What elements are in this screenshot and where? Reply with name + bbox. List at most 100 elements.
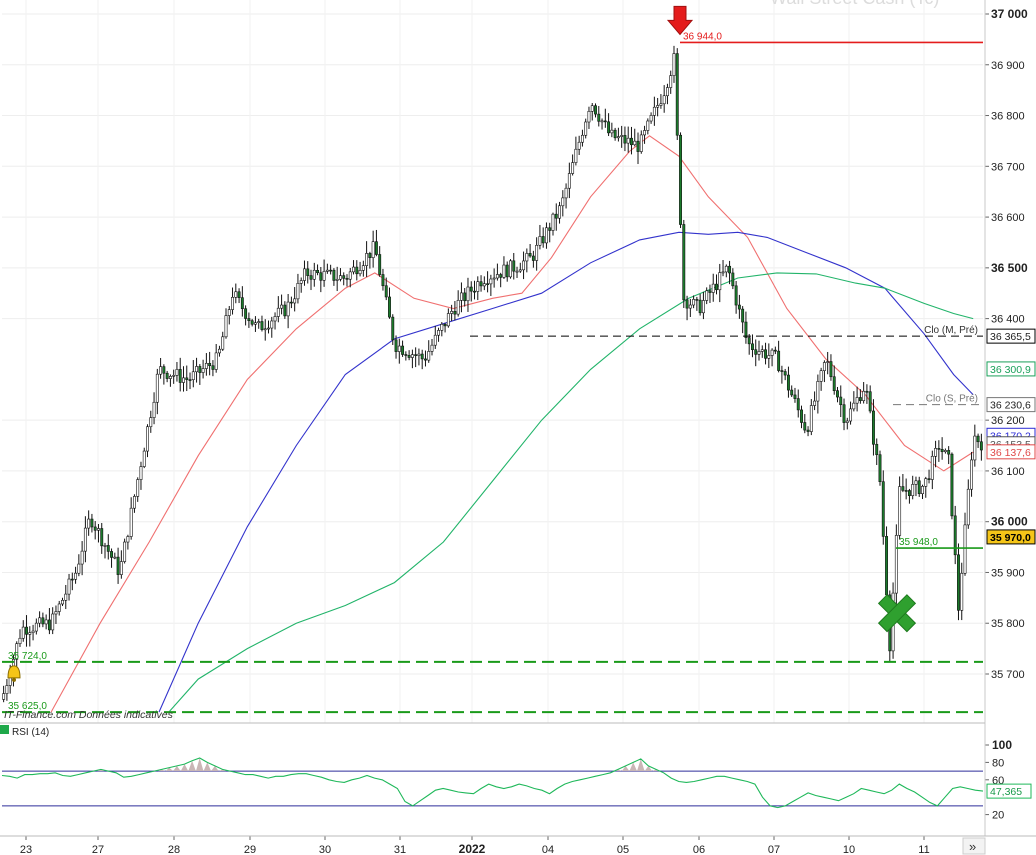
candle	[172, 375, 176, 377]
candle	[110, 551, 113, 558]
candle	[322, 271, 326, 281]
time-tick-label: 2022	[459, 842, 486, 855]
candle	[760, 349, 764, 352]
candle	[976, 435, 980, 443]
candle	[355, 266, 359, 275]
candle	[224, 315, 228, 338]
candle	[685, 299, 689, 309]
candle	[819, 370, 823, 382]
candle	[365, 253, 369, 266]
candle	[123, 541, 127, 562]
candle	[584, 121, 588, 136]
candle	[283, 304, 287, 317]
candle	[198, 366, 202, 373]
candle	[780, 370, 784, 372]
candle	[914, 480, 918, 485]
candle	[417, 353, 421, 356]
candle	[881, 481, 885, 537]
candle	[446, 313, 450, 327]
candle	[240, 297, 244, 310]
candle	[146, 426, 149, 452]
candle	[616, 136, 620, 139]
candle	[509, 260, 512, 278]
candle	[103, 545, 107, 547]
candle	[571, 162, 575, 174]
candle	[558, 205, 561, 219]
candle	[868, 391, 872, 412]
candle	[675, 53, 679, 136]
candle	[701, 300, 705, 314]
candle	[152, 401, 156, 418]
candle	[796, 398, 800, 411]
candle	[270, 320, 274, 329]
candle	[136, 479, 140, 497]
candle	[253, 322, 257, 325]
candle	[345, 278, 349, 280]
candle	[832, 376, 836, 391]
candle	[741, 308, 745, 323]
candle	[865, 390, 869, 393]
candle	[25, 626, 28, 635]
price-tick-label: 36 400	[991, 314, 1025, 326]
source-note: IT-Finance.com Données indicatives	[4, 709, 174, 721]
candle	[924, 478, 928, 487]
candle	[61, 599, 64, 605]
candle	[679, 134, 682, 225]
candle	[522, 260, 526, 271]
candle	[757, 351, 761, 355]
candle	[816, 381, 820, 402]
time-tick-label: 11	[918, 844, 929, 855]
candle	[420, 353, 424, 360]
candle	[718, 272, 722, 291]
candle	[433, 334, 437, 346]
candle	[51, 613, 55, 631]
candle	[849, 408, 853, 422]
candle	[960, 572, 964, 611]
main-price-plot: 36 944,0 Clo (M, Pré) Clo (S, Pré) 35 948,0…	[2, 5, 983, 714]
price-axis-tag: 36 300,9	[986, 361, 1036, 377]
candle	[139, 466, 143, 480]
candle	[381, 274, 385, 287]
price-axis: 37 000 36 900 36 800 36 700 36 600 36 500 36 4…	[985, 7, 1036, 681]
candle	[973, 435, 977, 461]
candle	[424, 358, 427, 361]
cross-marker-icon	[877, 594, 917, 633]
candle	[711, 283, 715, 293]
price-axis-tag-label: 36 137,6	[990, 447, 1031, 459]
candle	[361, 265, 365, 271]
scroll-right-button[interactable]: »	[962, 837, 986, 855]
candle	[119, 561, 123, 575]
price-axis-tag: 36 137,6	[986, 444, 1036, 460]
candle	[250, 320, 254, 325]
level-label: Clo (M, Pré)	[924, 325, 978, 336]
candle	[715, 283, 718, 291]
candle	[528, 253, 532, 257]
candle	[708, 290, 712, 293]
candle	[633, 140, 637, 146]
candle	[512, 260, 516, 272]
candle	[826, 361, 830, 363]
candle	[188, 379, 192, 381]
candle	[515, 270, 519, 273]
candle	[221, 336, 225, 350]
candle	[162, 366, 166, 374]
candle	[907, 490, 911, 496]
candle	[597, 113, 601, 122]
candle	[783, 371, 787, 376]
instrument-watermark: Wall Street Cash (Tc)	[770, 0, 939, 8]
time-tick-label: 06	[693, 844, 705, 855]
candle	[917, 480, 921, 495]
candle	[538, 236, 542, 246]
time-tick-label: 30	[319, 844, 331, 855]
candle	[561, 197, 565, 207]
candle	[296, 283, 300, 300]
candle	[855, 397, 859, 404]
candle	[306, 268, 310, 276]
candle	[777, 350, 781, 371]
grid	[2, 0, 983, 723]
candle	[551, 213, 555, 231]
price-axis-tag: 36 230,6	[986, 397, 1036, 413]
candle	[178, 369, 182, 383]
rsi-tick-label: 100	[992, 738, 1012, 752]
candle	[126, 536, 130, 543]
